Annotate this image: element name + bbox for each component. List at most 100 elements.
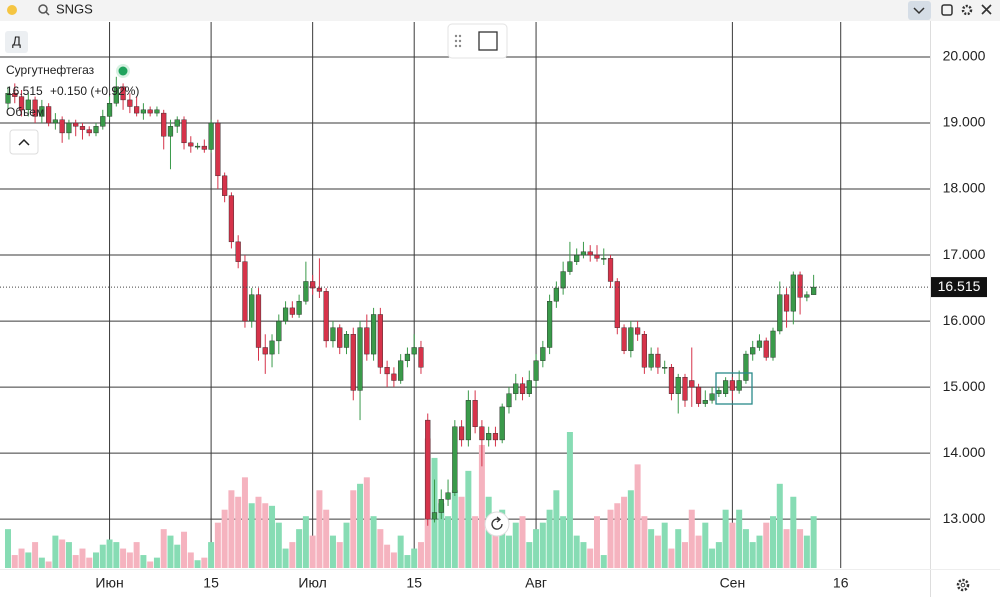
candle-body bbox=[269, 340, 275, 355]
volume-bar bbox=[770, 516, 777, 568]
volume-bar bbox=[241, 477, 248, 568]
candle-body bbox=[723, 380, 729, 394]
y-tick-label: 19.000 bbox=[943, 114, 986, 130]
volume-bar bbox=[343, 522, 350, 568]
volume-bar bbox=[86, 557, 93, 568]
candle-body bbox=[79, 126, 86, 130]
volume-bar bbox=[580, 542, 587, 568]
volume-bar bbox=[329, 535, 336, 568]
candle-body bbox=[750, 347, 756, 355]
candle-body bbox=[12, 93, 18, 97]
reset-button[interactable] bbox=[484, 511, 510, 537]
close-button[interactable] bbox=[981, 4, 992, 15]
last-price-label: 16.515 bbox=[938, 278, 981, 294]
volume-bar bbox=[417, 542, 424, 568]
price-change: +0.150 (+0.92%) bbox=[50, 84, 139, 98]
candle-body bbox=[452, 426, 458, 493]
timeframe-label: Д bbox=[12, 33, 21, 48]
x-tick-label: Июл bbox=[298, 575, 326, 591]
volume-bar bbox=[587, 548, 594, 568]
candle-body bbox=[310, 281, 316, 289]
last-price: 16.515 bbox=[6, 84, 43, 98]
y-tick-label: 20.000 bbox=[943, 48, 986, 64]
candle-body bbox=[533, 360, 539, 381]
volume-bar bbox=[539, 522, 546, 568]
volume-bar bbox=[688, 509, 695, 568]
volume-bar bbox=[614, 503, 621, 568]
volume-bar bbox=[729, 522, 736, 568]
candle-body bbox=[560, 271, 566, 289]
volume-bar bbox=[797, 529, 804, 568]
volume-bar bbox=[25, 552, 32, 568]
candle-body bbox=[526, 380, 532, 394]
volume-bar bbox=[147, 561, 154, 568]
volume-bar bbox=[120, 548, 127, 568]
candle-body bbox=[675, 376, 681, 394]
volume-bar bbox=[627, 490, 634, 568]
dropdown-icon bbox=[913, 7, 925, 15]
volume-bar bbox=[296, 529, 303, 568]
timeframe-button[interactable] bbox=[5, 31, 28, 53]
volume-bar bbox=[228, 490, 235, 568]
candle-body bbox=[743, 353, 749, 381]
volume-bar bbox=[52, 535, 59, 568]
volume-bar bbox=[235, 496, 242, 568]
candle-body bbox=[621, 327, 627, 351]
candle-body bbox=[770, 330, 776, 358]
volume-bar bbox=[377, 529, 384, 568]
volume-bar bbox=[810, 516, 817, 568]
candle-body bbox=[5, 93, 11, 104]
volume-bar bbox=[411, 548, 418, 568]
candle-body bbox=[736, 380, 742, 391]
volume-bar bbox=[140, 555, 147, 568]
candle-body bbox=[289, 307, 295, 315]
volume-bar bbox=[715, 542, 722, 568]
drag-handle[interactable] bbox=[454, 34, 462, 48]
volume-bar bbox=[526, 542, 533, 568]
volume-bar bbox=[607, 509, 614, 568]
candle-body bbox=[425, 419, 431, 520]
candle-body bbox=[282, 307, 289, 322]
axis-settings[interactable] bbox=[956, 578, 970, 592]
settings-button[interactable] bbox=[961, 4, 973, 16]
volume-bar bbox=[45, 561, 52, 568]
collapse-icon bbox=[18, 138, 30, 146]
last-price-tag bbox=[931, 277, 987, 298]
search-icon[interactable] bbox=[38, 4, 50, 16]
volume-bar bbox=[363, 477, 370, 568]
status-indicator bbox=[118, 66, 128, 76]
volume-bar bbox=[201, 557, 208, 568]
volume-bar bbox=[397, 535, 404, 568]
candle-body bbox=[296, 301, 302, 315]
dropdown-button[interactable] bbox=[908, 1, 931, 20]
window-button[interactable] bbox=[941, 4, 953, 16]
rectangle-tool[interactable] bbox=[478, 31, 498, 51]
candle-body bbox=[194, 145, 201, 148]
candle-body bbox=[215, 122, 221, 177]
volume-bar bbox=[803, 535, 810, 568]
volume-bar bbox=[269, 505, 276, 568]
candle-body bbox=[594, 254, 600, 259]
volume-bar bbox=[512, 522, 519, 568]
drawn-rectangle[interactable] bbox=[715, 372, 753, 405]
candle-body bbox=[66, 122, 72, 134]
volume-bar bbox=[370, 516, 377, 568]
volume-bar bbox=[302, 516, 309, 568]
candle-body bbox=[648, 353, 654, 368]
ticker[interactable]: SNGS bbox=[56, 1, 93, 16]
candle-body bbox=[222, 175, 228, 196]
candle-body bbox=[316, 287, 323, 292]
volume-bar bbox=[648, 529, 655, 568]
volume-bar bbox=[99, 544, 106, 568]
volume-bar bbox=[11, 555, 18, 568]
volume-bar bbox=[153, 557, 160, 568]
collapse-button[interactable] bbox=[9, 129, 39, 155]
volume-bar bbox=[451, 490, 458, 568]
volume-bar bbox=[113, 542, 120, 568]
candle-body bbox=[391, 373, 397, 381]
volume-bar bbox=[465, 470, 472, 568]
candle-body bbox=[486, 433, 492, 441]
candle-body bbox=[411, 347, 417, 355]
